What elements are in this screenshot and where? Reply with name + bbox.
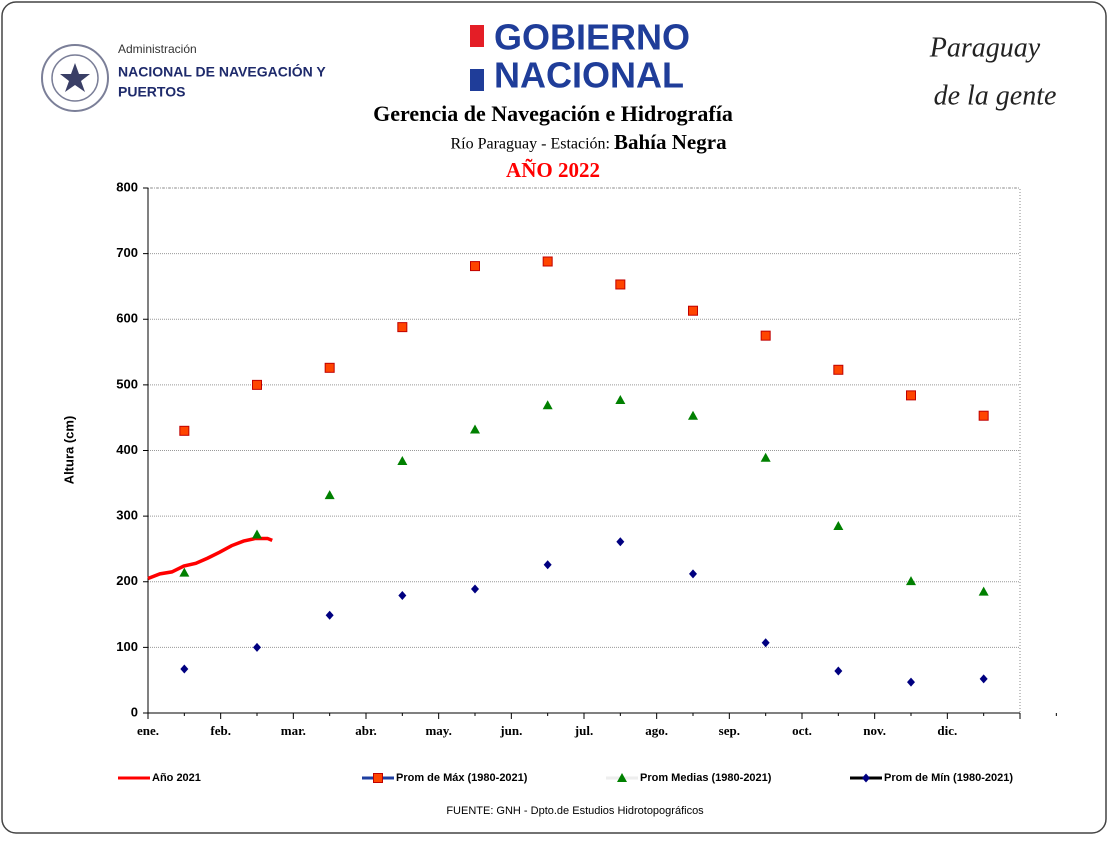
y-tick-label: 300 xyxy=(116,508,138,523)
x-tick-label: dic. xyxy=(937,723,957,738)
year-label: AÑO 2022 xyxy=(506,158,600,182)
data-point xyxy=(470,424,480,434)
source-note: FUENTE: GNH - Dpto.de Estudios Hidrotopo… xyxy=(446,805,704,817)
data-point xyxy=(542,256,553,267)
y-tick-label: 400 xyxy=(116,442,138,457)
x-tick-label: jun. xyxy=(499,723,522,738)
data-point xyxy=(760,452,771,462)
chart-subtitle: Río Paraguay - Estación: xyxy=(450,136,610,153)
station-name: Bahía Negra xyxy=(614,130,727,154)
data-point xyxy=(252,529,262,539)
data-point xyxy=(833,364,844,375)
data-point xyxy=(325,610,334,620)
x-tick-label: ago. xyxy=(645,723,668,738)
data-point xyxy=(906,576,916,586)
data-point xyxy=(397,456,408,465)
data-point xyxy=(906,390,916,401)
y-tick-label: 200 xyxy=(116,573,138,588)
data-point xyxy=(615,279,626,290)
data-point xyxy=(978,410,989,421)
data-point xyxy=(324,362,335,373)
y-tick-label: 700 xyxy=(116,245,138,260)
y-tick-label: 0 xyxy=(131,704,138,719)
gov-logo: GOBIERNO xyxy=(494,17,690,58)
x-tick-label: jul. xyxy=(574,723,593,738)
slogan: Paraguay xyxy=(929,32,1041,63)
x-tick-label: oct. xyxy=(792,723,812,738)
data-point xyxy=(760,330,771,341)
data-point xyxy=(179,567,190,577)
data-point xyxy=(979,674,988,684)
gov-logo: NACIONAL xyxy=(494,55,684,96)
data-point xyxy=(834,666,843,676)
x-tick-label: mar. xyxy=(281,723,306,738)
legend-label: Año 2021 xyxy=(152,772,201,784)
agency-name: Administración xyxy=(118,42,197,56)
legend-marker xyxy=(862,773,870,783)
data-point xyxy=(398,591,407,601)
data-point xyxy=(252,379,262,390)
data-point xyxy=(833,520,844,530)
agency-name: NACIONAL DE NAVEGACIÓN Y xyxy=(118,63,326,80)
data-point xyxy=(397,322,408,333)
legend-marker xyxy=(373,773,383,783)
y-tick-label: 800 xyxy=(116,179,138,194)
logo-block xyxy=(470,25,484,47)
x-tick-label: feb. xyxy=(210,723,231,738)
legend-label: Prom de Mín (1980-2021) xyxy=(884,772,1013,784)
legend-label: Prom de Máx (1980-2021) xyxy=(396,772,528,784)
y-tick-label: 500 xyxy=(116,376,138,391)
data-point xyxy=(616,537,625,547)
data-point xyxy=(907,677,915,687)
data-point xyxy=(543,560,552,570)
y-tick-label: 100 xyxy=(116,639,138,654)
data-point xyxy=(324,490,335,500)
data-point xyxy=(470,261,480,272)
x-tick-label: ene. xyxy=(137,723,159,738)
data-point xyxy=(471,584,479,594)
slogan: de la gente xyxy=(934,80,1057,111)
data-point xyxy=(615,394,626,404)
data-point xyxy=(179,425,190,436)
legend-marker xyxy=(617,773,627,782)
x-tick-label: nov. xyxy=(863,723,886,738)
chart-title: Gerencia de Navegación e Hidrografía xyxy=(373,101,733,126)
y-axis-label: Altura (cm) xyxy=(61,416,76,485)
data-point xyxy=(542,400,553,410)
data-point xyxy=(688,305,698,316)
seal xyxy=(41,44,109,112)
legend-label: Prom Medias (1980-2021) xyxy=(640,772,772,784)
logo-block xyxy=(470,69,484,91)
data-point xyxy=(978,586,989,596)
x-tick-label: abr. xyxy=(355,723,377,738)
x-tick-label: may. xyxy=(425,723,451,738)
data-point xyxy=(689,569,697,579)
x-tick-label: sep. xyxy=(719,723,740,738)
data-point xyxy=(180,664,189,674)
agency-name: PUERTOS xyxy=(118,84,185,100)
data-point xyxy=(761,638,770,648)
data-point xyxy=(688,410,698,420)
data-point xyxy=(253,642,261,652)
y-tick-label: 600 xyxy=(116,311,138,326)
